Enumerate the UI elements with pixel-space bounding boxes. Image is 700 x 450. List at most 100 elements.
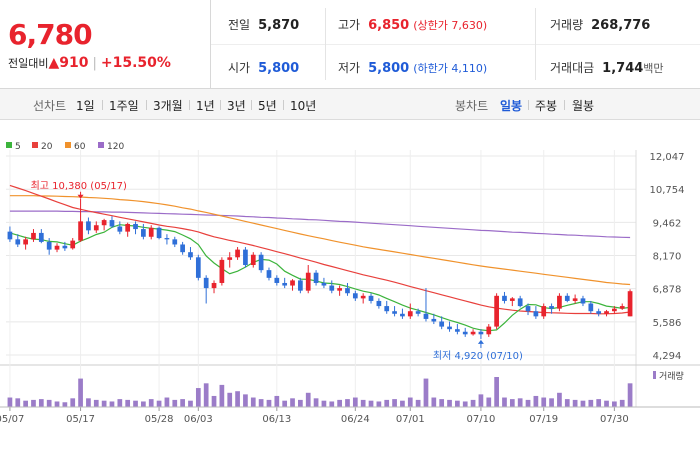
legend-swatch [6, 142, 12, 148]
toolbar-divider [102, 100, 103, 110]
prev-close-value: 5,870 [258, 18, 300, 33]
trade-amount: 거래대금 1,744백만 [550, 59, 664, 76]
volume-bar [266, 399, 272, 407]
candle-body [478, 331, 484, 335]
period-10y[interactable]: 10년 [290, 99, 317, 113]
volume-bar [70, 398, 76, 407]
period-1w[interactable]: 1주일 [109, 99, 139, 113]
volume-bar [62, 402, 68, 407]
volume-bar [321, 400, 327, 407]
change-divider: | [92, 56, 97, 71]
period-3m[interactable]: 3개월 [153, 99, 183, 113]
volume-bar [93, 399, 99, 407]
candle-body [125, 223, 131, 232]
volume-bar [109, 401, 115, 407]
volume-bar [580, 400, 586, 407]
candle-body [282, 282, 288, 286]
volume-bars: 거래량 [7, 370, 684, 407]
candle-body [258, 254, 264, 271]
volume-bar [525, 399, 531, 407]
x-tick-label: 05/07 [0, 414, 24, 425]
amount-value: 1,744 [602, 61, 644, 76]
x-tick-label: 07/01 [396, 414, 425, 425]
candle-body [62, 245, 68, 249]
candle-body [180, 244, 185, 253]
volume-bar [455, 400, 460, 407]
candle-body [266, 270, 272, 278]
change-value: 910 [59, 55, 89, 71]
candle-body [274, 277, 280, 283]
lower-limit: (하한가 4,110) [413, 62, 488, 75]
period-5y[interactable]: 5년 [258, 99, 277, 113]
volume-legend-swatch [653, 371, 656, 379]
candle-body [588, 303, 594, 312]
quote-col-divider [535, 8, 536, 80]
candle-body [352, 293, 358, 299]
volume-bar [141, 401, 146, 407]
volume-bar [376, 401, 382, 407]
volume-bar [258, 399, 264, 407]
prev-close: 전일 5,870 [228, 16, 299, 33]
candle-daily[interactable]: 일봉 [500, 99, 523, 113]
volume-bar [478, 394, 484, 407]
legend-label: 20 [41, 142, 53, 152]
volume-bar [612, 401, 617, 407]
candle-body [541, 306, 547, 317]
candlesticks [7, 198, 633, 339]
candle-body [517, 298, 523, 307]
up-arrow-icon: ▲ [48, 55, 60, 71]
volume-bar [588, 399, 594, 407]
low-annotation: 최저 4,920 (07/10) [433, 350, 523, 362]
volume-bar [23, 400, 28, 407]
volume-bar [337, 399, 342, 407]
volume-bar [431, 397, 437, 407]
candle-body [407, 311, 413, 317]
candle-body [384, 306, 390, 312]
volume-bar [38, 399, 44, 407]
candle-body [211, 282, 217, 289]
candle-body [572, 298, 578, 301]
candle-body [148, 227, 154, 237]
volume-bar [133, 400, 138, 407]
period-1y[interactable]: 1년 [196, 99, 215, 113]
volume-bar [517, 398, 523, 407]
candle-body [509, 298, 515, 301]
volume-bar [148, 399, 154, 407]
volume-bar [470, 399, 476, 407]
volume-bar [125, 399, 131, 407]
y-tick-label: 5,586 [653, 318, 682, 329]
quote-row-divider [211, 44, 700, 45]
candle-body [612, 308, 617, 312]
candle-body [172, 239, 178, 245]
period-1d[interactable]: 1일 [76, 99, 95, 113]
candle-body [462, 331, 468, 335]
volume-bar [250, 397, 256, 407]
candle-weekly[interactable]: 주봉 [535, 99, 558, 113]
amount-unit: 백만 [643, 62, 664, 75]
candle-body [38, 232, 44, 242]
candle-body [227, 257, 233, 260]
volume-bar [352, 397, 358, 407]
candle-body [604, 311, 609, 314]
volume-bar [235, 391, 240, 407]
volume-value: 268,776 [591, 18, 651, 33]
candle-body [298, 280, 303, 291]
volume-bar [486, 397, 492, 407]
x-tick-label: 05/28 [145, 414, 174, 425]
low-arrow-head [477, 339, 484, 344]
candle-body [93, 225, 99, 231]
toolbar-divider [283, 100, 284, 110]
candle-body [15, 239, 21, 245]
volume-bar [360, 399, 366, 407]
volume-bar [439, 399, 445, 407]
price-axis: 4,294 5,586 6,878 8,170 9,462 10,754 12,047 [650, 152, 685, 362]
ma-legend: 5 20 60 120 [6, 142, 124, 152]
volume-bar [329, 401, 335, 407]
change-percent: +15.50% [100, 55, 171, 71]
candle-monthly[interactable]: 월봉 [572, 99, 595, 113]
candle-body [470, 331, 476, 335]
volume-bar [423, 378, 429, 407]
period-3y[interactable]: 3년 [227, 99, 246, 113]
volume-bar [219, 384, 225, 407]
x-tick-label: 07/10 [467, 414, 496, 425]
